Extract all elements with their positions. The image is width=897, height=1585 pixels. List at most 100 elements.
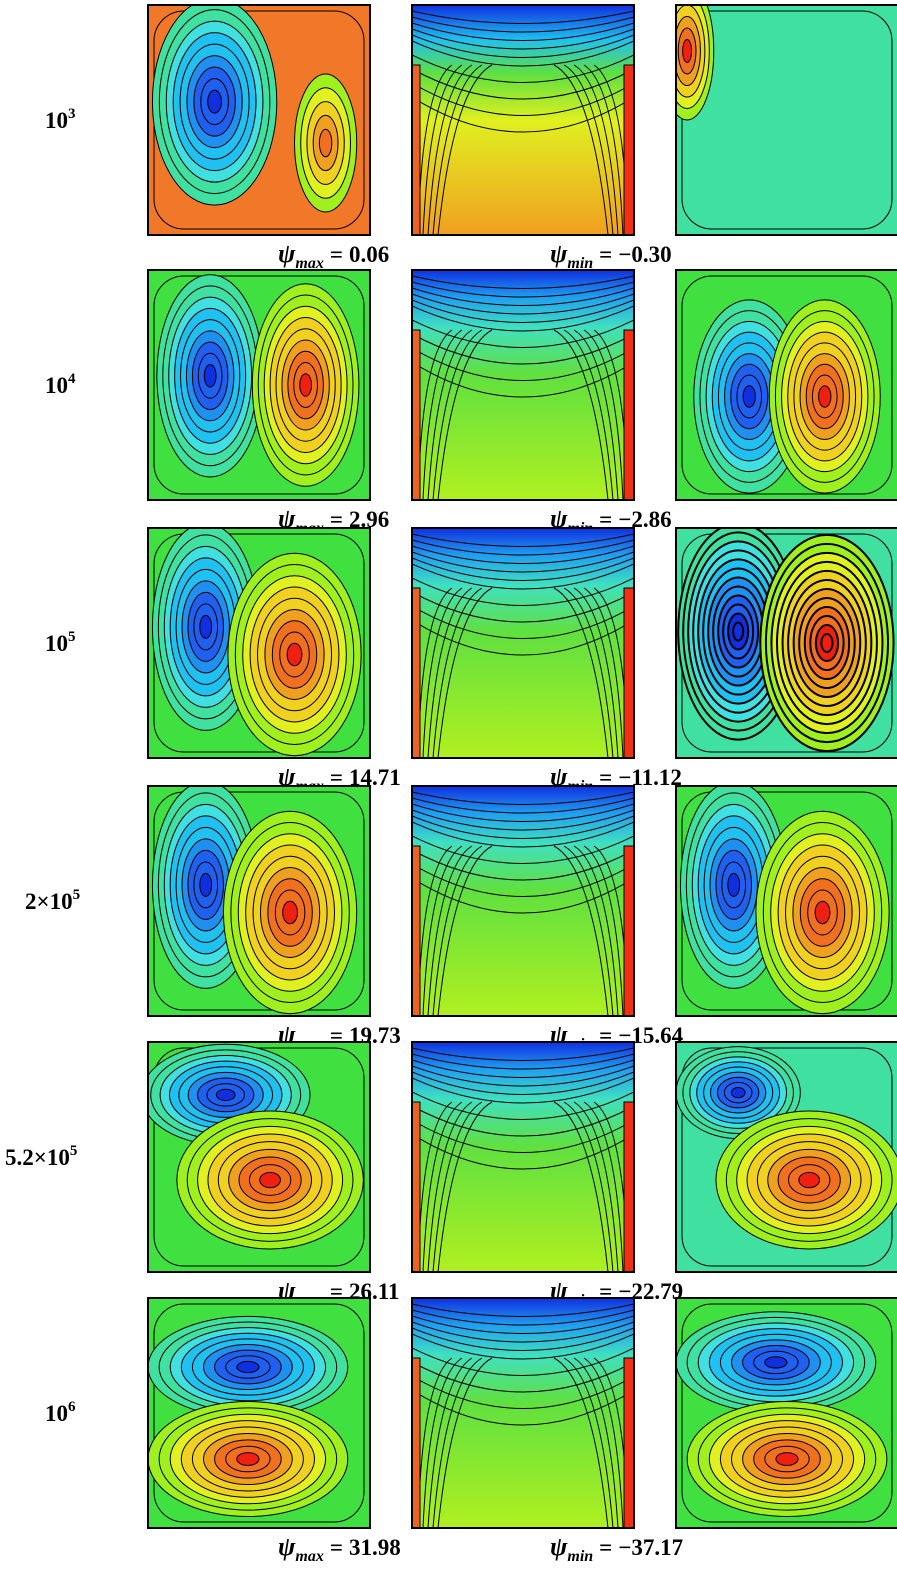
contour bbox=[412, 797, 634, 814]
outer-contour bbox=[681, 1303, 893, 1523]
contour bbox=[553, 1357, 609, 1528]
psi-symbol: ψ bbox=[550, 239, 568, 268]
contour bbox=[412, 1119, 634, 1153]
contour bbox=[583, 329, 624, 500]
contour bbox=[412, 539, 634, 556]
row-label: 104 bbox=[45, 371, 76, 398]
contour bbox=[412, 1347, 634, 1376]
row-label: 103 bbox=[45, 106, 76, 133]
contour bbox=[299, 373, 313, 397]
outer-contour bbox=[681, 10, 893, 230]
row-label-exp: 4 bbox=[68, 371, 76, 387]
contour bbox=[563, 587, 614, 758]
contour bbox=[563, 329, 614, 500]
row-label-base: 2×10 bbox=[25, 889, 73, 914]
contour bbox=[412, 54, 634, 83]
psi-subscript: max bbox=[295, 1548, 323, 1565]
panel-fill bbox=[412, 1298, 634, 1528]
contour bbox=[432, 845, 483, 1016]
outer-contour bbox=[153, 1303, 365, 1523]
contour bbox=[318, 128, 333, 158]
contour bbox=[412, 16, 634, 33]
panel-border bbox=[411, 1297, 635, 1529]
psi-symbol: ψ bbox=[550, 762, 568, 791]
contour bbox=[412, 22, 634, 41]
equals: = bbox=[330, 1535, 343, 1560]
contour bbox=[412, 1065, 634, 1087]
contour bbox=[412, 863, 634, 897]
contour bbox=[412, 1047, 634, 1061]
contour bbox=[412, 1361, 634, 1393]
psi-value: −0.30 bbox=[618, 242, 671, 267]
panel-border bbox=[675, 1297, 897, 1529]
contour bbox=[412, 605, 634, 639]
contour bbox=[412, 28, 634, 50]
contour bbox=[412, 809, 634, 831]
panel-border bbox=[411, 785, 635, 1017]
contour bbox=[199, 872, 213, 897]
contour bbox=[682, 39, 693, 63]
contour-panel bbox=[148, 270, 370, 500]
contour-panel bbox=[148, 5, 370, 235]
equals: = bbox=[330, 507, 343, 532]
contour bbox=[553, 845, 609, 1016]
contour-panel bbox=[148, 786, 370, 1016]
contour bbox=[412, 1053, 634, 1070]
contour bbox=[553, 1101, 609, 1272]
row-label: 105 bbox=[45, 629, 76, 656]
contour bbox=[553, 329, 609, 500]
contour bbox=[437, 845, 493, 1016]
psi-label: ψmax = 0.06 bbox=[278, 239, 389, 272]
panel-border bbox=[147, 1041, 371, 1273]
contour bbox=[412, 299, 634, 323]
equals: = bbox=[599, 1535, 612, 1560]
contour-panel bbox=[412, 528, 634, 758]
contour-panel bbox=[148, 1298, 370, 1528]
contour-panel bbox=[148, 528, 370, 758]
psi-subscript: min bbox=[567, 1548, 593, 1565]
left-wall bbox=[412, 587, 421, 758]
psi-symbol: ψ bbox=[278, 504, 296, 533]
contour bbox=[583, 845, 624, 1016]
contour bbox=[727, 872, 741, 897]
contour bbox=[282, 900, 298, 925]
contour bbox=[412, 1375, 634, 1409]
left-wall bbox=[412, 329, 421, 500]
contour bbox=[412, 1333, 634, 1360]
contour bbox=[583, 64, 624, 235]
contour-panel bbox=[676, 1042, 897, 1272]
contour bbox=[432, 1101, 483, 1272]
contour bbox=[553, 587, 609, 758]
left-wall bbox=[412, 1101, 421, 1272]
row-label: 5.2×105 bbox=[5, 1143, 77, 1170]
contour-panel bbox=[148, 1042, 370, 1272]
contour bbox=[412, 1321, 634, 1343]
contour-panel bbox=[676, 5, 897, 235]
contour bbox=[412, 1105, 634, 1137]
psi-symbol: ψ bbox=[278, 239, 296, 268]
contour bbox=[203, 364, 217, 388]
panel-border bbox=[147, 4, 371, 236]
contour bbox=[432, 64, 483, 235]
contour bbox=[412, 619, 634, 656]
psi-label: ψmax = 31.98 bbox=[278, 1532, 401, 1565]
psi-value: −37.17 bbox=[618, 1535, 683, 1560]
contour bbox=[412, 791, 634, 805]
contour-panel bbox=[412, 1042, 634, 1272]
panel-border bbox=[147, 1297, 371, 1529]
contour bbox=[215, 1088, 236, 1102]
panel-fill bbox=[412, 5, 634, 235]
psi-symbol: ψ bbox=[278, 762, 296, 791]
contour bbox=[563, 845, 614, 1016]
psi-label: ψmin = −37.17 bbox=[550, 1532, 683, 1565]
contour bbox=[412, 68, 634, 100]
contour bbox=[412, 275, 634, 289]
contour bbox=[437, 329, 493, 500]
contour bbox=[259, 1171, 281, 1189]
contour-panel bbox=[676, 786, 897, 1016]
contour bbox=[583, 587, 624, 758]
contour bbox=[775, 1452, 799, 1466]
right-wall bbox=[623, 587, 634, 758]
contour-panel bbox=[412, 5, 634, 235]
